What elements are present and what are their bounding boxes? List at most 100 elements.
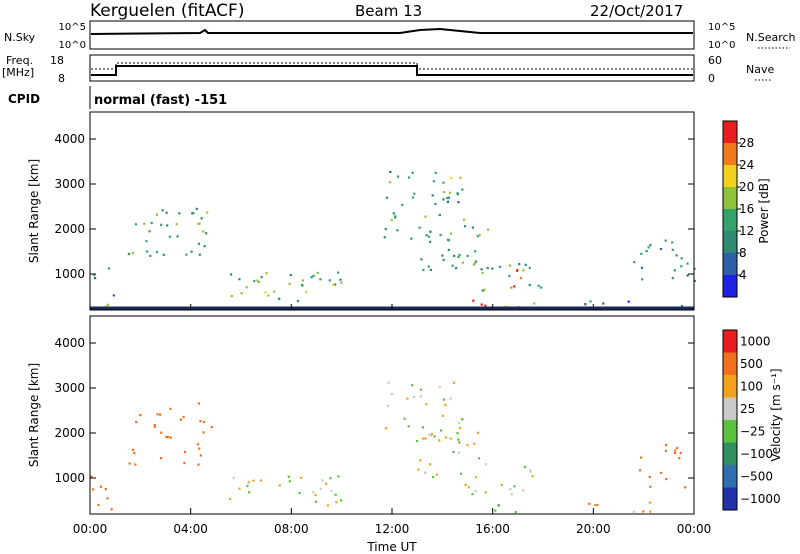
scatter-cell: [162, 253, 165, 256]
scatter-cell: [106, 303, 110, 306]
scatter-cell: [676, 447, 679, 450]
scatter-cell: [419, 395, 423, 398]
scatter-cell: [264, 291, 267, 294]
nsky-tick-top: 10^5: [59, 22, 86, 33]
scatter-cell: [202, 230, 205, 233]
x-tick-label: 12:00: [375, 522, 410, 536]
nsky-tick-bottom: 10^0: [59, 40, 86, 51]
scatter-cell: [446, 197, 449, 200]
cpid-label: CPID: [8, 92, 40, 106]
scatter-cell: [424, 437, 427, 440]
scatter-cell: [674, 449, 677, 452]
scatter-cell: [389, 170, 392, 173]
scatter-cell: [649, 485, 652, 488]
colorbar-tick-label: 24: [739, 158, 754, 172]
scatter-cell: [428, 235, 431, 238]
scatter-cell: [510, 493, 513, 496]
scatter-cell: [406, 397, 409, 400]
scatter-cell: [424, 471, 427, 475]
scatter-cell: [146, 250, 149, 253]
scatter-cell: [478, 233, 481, 237]
scatter-cell: [680, 257, 683, 260]
colorbar-tick-label: 1000: [740, 334, 771, 348]
scatter-cell: [155, 213, 158, 216]
scatter-cell: [267, 294, 270, 297]
scatter-cell: [159, 413, 162, 416]
velocity-y-axis: 1000 2000 3000 4000: [54, 336, 694, 485]
scatter-cell: [392, 212, 395, 215]
scatter-cell: [659, 247, 663, 251]
scatter-cell: [424, 215, 427, 218]
scatter-cell: [686, 262, 689, 265]
scatter-cell: [257, 280, 261, 284]
scatter-cell: [447, 248, 450, 251]
colorbar-tick-label: −1000: [740, 492, 781, 506]
scatter-cell: [508, 264, 512, 267]
scatter-cell: [203, 245, 206, 248]
scatter-cell: [474, 260, 478, 263]
y-tick-label: 4000: [54, 336, 85, 350]
scatter-cell: [139, 414, 142, 417]
scatter-cell: [168, 235, 172, 238]
scatter-cell: [260, 479, 263, 482]
scatter-cell: [588, 502, 591, 505]
scatter-cell: [159, 457, 163, 460]
scatter-cell: [134, 463, 137, 466]
scatter-cell: [411, 171, 414, 174]
scatter-cell: [438, 439, 441, 442]
scatter-cell: [106, 497, 109, 500]
scatter-cell: [153, 425, 156, 428]
scatter-cell: [456, 193, 459, 196]
station-title: Kerguelen (fitACF): [90, 1, 244, 21]
scatter-cell: [593, 503, 596, 507]
scatter-cell: [450, 176, 453, 180]
scatter-cell: [135, 420, 138, 424]
scatter-cell: [528, 266, 531, 269]
scatter-cell: [417, 468, 420, 471]
scatter-cell: [645, 250, 648, 253]
scatter-cell: [245, 286, 248, 289]
x-tick-label: 04:00: [173, 522, 208, 536]
colorbar-tick-label: 28: [739, 136, 754, 150]
scatter-cell: [498, 265, 501, 268]
scatter-cell: [444, 403, 447, 406]
colorbar-tick-label: 12: [739, 224, 754, 238]
scatter-cell: [94, 277, 97, 280]
scatter-cell: [419, 388, 422, 391]
scatter-cell: [197, 242, 200, 245]
scatter-cell: [448, 191, 451, 194]
scatter-cell: [596, 504, 599, 507]
scatter-cell: [334, 493, 337, 496]
velocity-ylabel: Slant Range [km]: [27, 363, 41, 467]
scatter-cell: [178, 212, 181, 215]
x-tick-label: 00:00: [73, 522, 108, 536]
scatter-cell: [640, 456, 643, 459]
scatter-cell: [483, 288, 486, 291]
scatter-cell: [510, 286, 513, 289]
scatter-cell: [484, 463, 487, 466]
scatter-cell: [463, 225, 467, 228]
scatter-cell: [477, 457, 481, 460]
scatter-cell: [104, 488, 107, 491]
scatter-cell: [339, 278, 342, 281]
y-tick-label: 4000: [54, 132, 85, 146]
scatter-cell: [491, 267, 494, 270]
scatter-cell: [665, 444, 668, 447]
scatter-cell: [340, 499, 343, 502]
y-tick-label: 1000: [54, 267, 85, 281]
scatter-cell: [522, 269, 525, 272]
scatter-cell: [429, 463, 432, 466]
scatter-cell: [278, 297, 281, 300]
scatter-cell: [156, 413, 159, 416]
scatter-cell: [407, 425, 410, 428]
scatter-cell: [305, 291, 308, 294]
scatter-cell: [107, 267, 110, 270]
colorbar-segment: [723, 465, 737, 488]
scatter-cell: [640, 266, 644, 269]
scatter-cell: [310, 276, 313, 279]
scatter-cell: [247, 481, 250, 484]
scatter-cell: [161, 209, 164, 212]
scatter-cell: [497, 504, 500, 507]
y-tick-label: 1000: [54, 471, 85, 485]
scatter-cell: [337, 271, 340, 274]
